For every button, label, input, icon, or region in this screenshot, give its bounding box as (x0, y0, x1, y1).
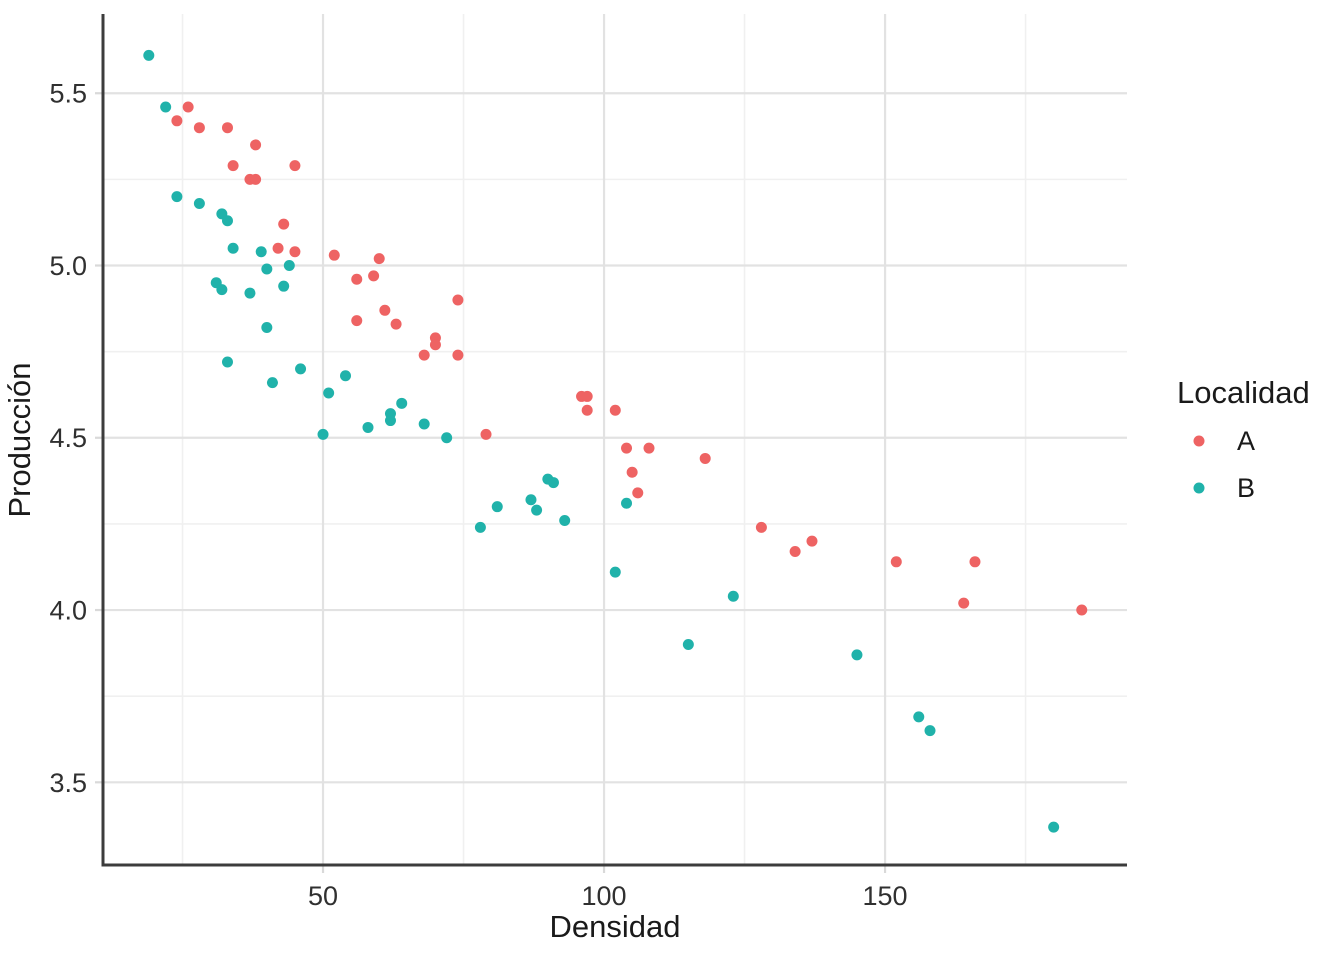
data-point-A (755, 521, 767, 533)
data-point-B (295, 363, 307, 375)
data-point-A (289, 246, 301, 258)
data-point-A (581, 390, 593, 402)
data-point-A (351, 273, 363, 285)
data-point-A (429, 339, 441, 351)
data-point-B (682, 638, 694, 650)
data-point-A (418, 349, 430, 361)
data-point-A (699, 452, 711, 464)
y-axis-title: Producción (2, 362, 37, 517)
data-point-A (373, 253, 385, 265)
data-point-B (261, 322, 273, 334)
data-point-B (227, 242, 239, 254)
data-point-A (480, 428, 492, 440)
data-point-B (418, 418, 430, 430)
grid-layer (103, 14, 1127, 865)
data-point-B (362, 421, 374, 433)
data-point-B (171, 191, 183, 203)
data-point-B (913, 711, 925, 723)
data-point-A (452, 294, 464, 306)
data-point-B (255, 246, 267, 258)
legend-label-a: A (1237, 426, 1255, 456)
axis-layer: 50 100 150 3.5 4.0 4.5 5.0 5.5 (49, 14, 1127, 911)
data-point-B (474, 521, 486, 533)
x-axis-title: Densidad (550, 909, 681, 944)
data-point-B (278, 280, 290, 292)
data-point-B (317, 428, 329, 440)
data-point-B (384, 415, 396, 427)
data-point-A (193, 122, 205, 134)
data-point-B (221, 215, 233, 227)
legend-label-b: B (1237, 473, 1255, 503)
y-tick-label: 5.5 (49, 79, 87, 109)
data-point-B (547, 477, 559, 489)
data-point-B (1048, 821, 1060, 833)
data-point-A (890, 556, 902, 568)
data-point-B (160, 101, 172, 113)
data-point-A (452, 349, 464, 361)
data-point-B (609, 566, 621, 578)
data-point-B (621, 497, 633, 509)
data-point-B (491, 501, 503, 513)
data-point-A (390, 318, 402, 330)
x-tick-label: 150 (863, 881, 908, 911)
data-point-A (621, 442, 633, 454)
data-point-A (969, 556, 981, 568)
data-point-A (806, 535, 818, 547)
data-point-A (278, 218, 290, 230)
y-tick-label: 4.5 (49, 423, 87, 453)
data-point-A (351, 315, 363, 327)
legend-entry-b: B (1193, 473, 1255, 503)
data-point-A (643, 442, 655, 454)
data-point-B (441, 432, 453, 444)
data-point-A (171, 115, 183, 127)
x-tick-label: 100 (582, 881, 627, 911)
data-point-B (216, 284, 228, 296)
data-point-A (227, 160, 239, 172)
data-point-A (221, 122, 233, 134)
data-point-B (559, 514, 571, 526)
y-tick-label: 4.0 (49, 595, 87, 625)
data-point-B (340, 370, 352, 382)
legend-key-b-icon (1193, 482, 1205, 494)
data-point-A (626, 466, 638, 478)
data-point-A (250, 139, 262, 151)
data-point-B (283, 260, 295, 272)
y-tick-label: 5.0 (49, 251, 87, 281)
y-tick-label: 3.5 (49, 768, 87, 798)
data-point-A (958, 597, 970, 609)
data-point-B (924, 725, 936, 737)
data-point-B (193, 197, 205, 209)
data-point-B (244, 287, 256, 299)
data-point-B (396, 397, 408, 409)
data-point-B (525, 494, 537, 506)
data-point-A (379, 304, 391, 316)
data-point-B (851, 649, 863, 661)
legend-title: Localidad (1177, 375, 1310, 410)
data-point-B (261, 263, 273, 275)
legend-entry-a: A (1193, 426, 1255, 456)
legend-key-a-icon (1193, 435, 1205, 447)
data-point-A (272, 242, 284, 254)
data-point-A (250, 173, 262, 185)
data-point-A (368, 270, 380, 282)
data-point-A (632, 487, 644, 499)
data-point-A (182, 101, 194, 113)
data-point-A (1076, 604, 1088, 616)
data-point-A (328, 249, 340, 261)
data-point-B (221, 356, 233, 368)
data-point-B (266, 377, 278, 389)
data-point-A (609, 404, 621, 416)
data-point-A (581, 404, 593, 416)
data-point-B (143, 49, 155, 61)
data-point-B (531, 504, 543, 516)
data-point-A (789, 545, 801, 557)
data-point-B (727, 590, 739, 602)
x-tick-label: 50 (308, 881, 338, 911)
data-points-layer (143, 49, 1088, 833)
legend: Localidad A B (1177, 375, 1310, 503)
data-point-B (323, 387, 335, 399)
data-point-A (289, 160, 301, 172)
